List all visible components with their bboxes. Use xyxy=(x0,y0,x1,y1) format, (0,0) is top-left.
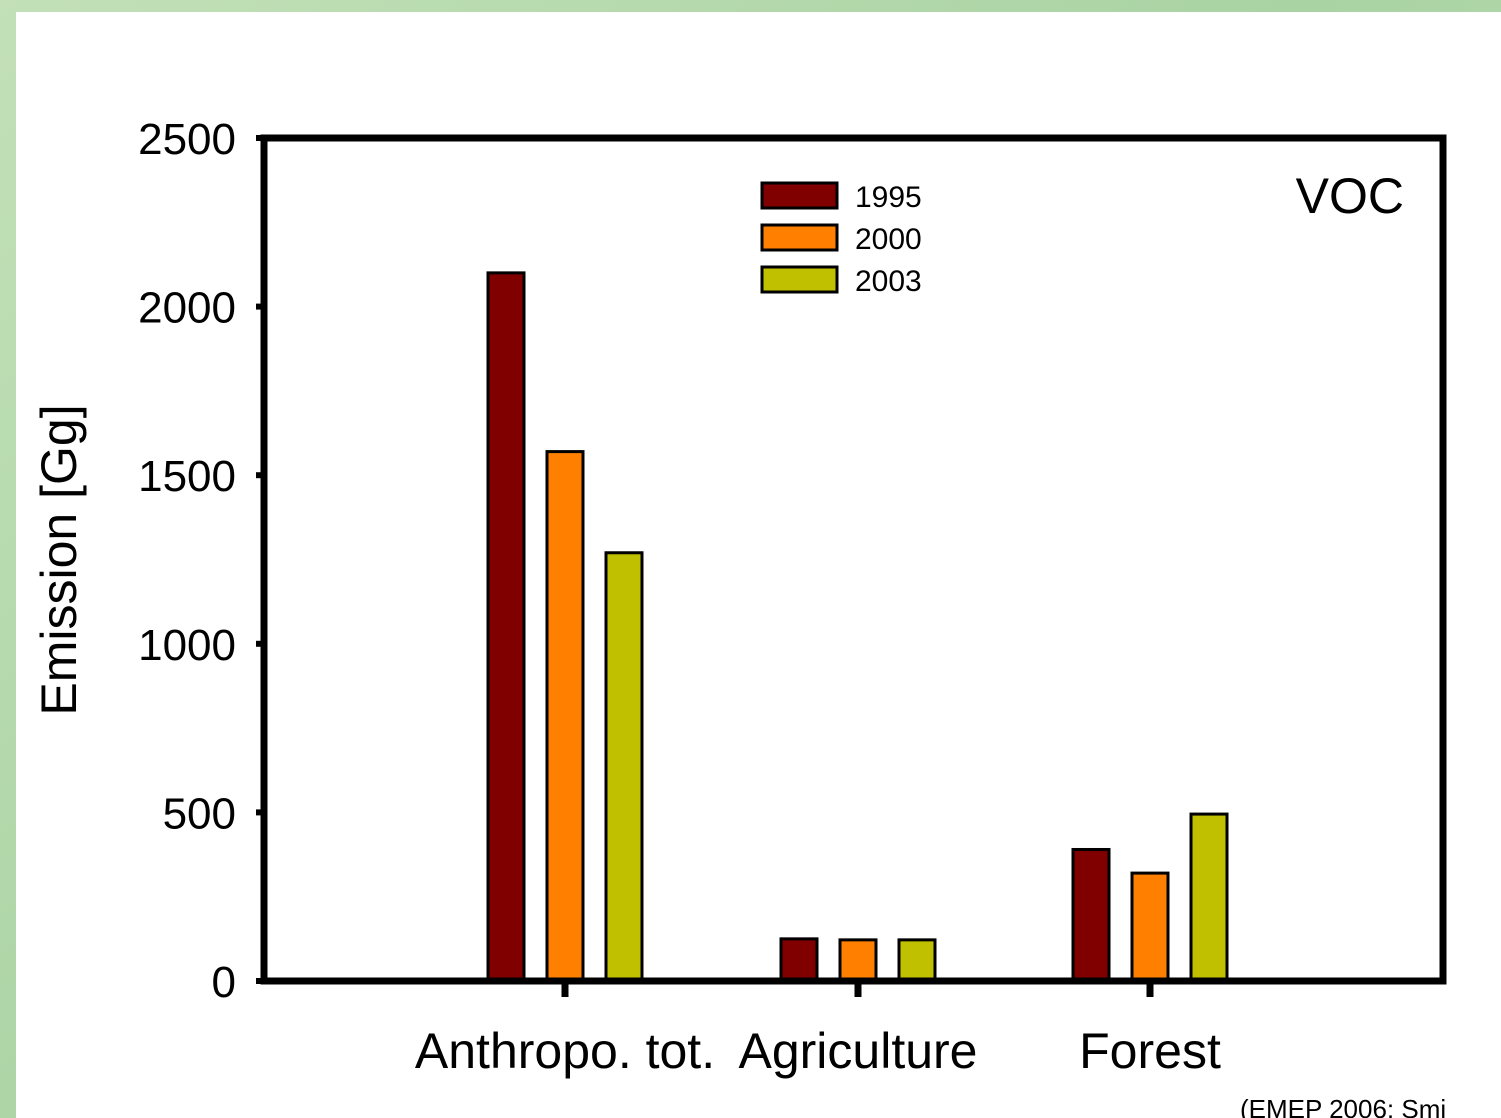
x-tick-label: Agriculture xyxy=(739,1023,978,1079)
y-tick-label: 2000 xyxy=(138,284,236,333)
legend: 1995 2000 2003 xyxy=(760,181,922,298)
legend-label: 2000 xyxy=(855,223,922,256)
y-tick-label: 0 xyxy=(212,958,236,1007)
bars-layer xyxy=(486,271,1229,983)
bar-2003-2 xyxy=(1189,812,1229,983)
bar-1995-2 xyxy=(1071,847,1111,983)
x-tick-label: Forest xyxy=(1079,1023,1221,1079)
legend-swatch-2003 xyxy=(760,265,839,294)
x-axis: Anthropo. tot. Agriculture Forest xyxy=(415,981,1221,1079)
y-tick-label: 1500 xyxy=(138,452,236,501)
x-tick-label: Anthropo. tot. xyxy=(415,1023,715,1079)
legend-label: 2003 xyxy=(855,265,922,298)
bar-2003-1 xyxy=(897,938,937,983)
y-axis: 0 500 1000 1500 2000 2500 xyxy=(138,115,264,1007)
bar-1995-1 xyxy=(779,937,819,983)
annotation-voc: VOC xyxy=(1296,168,1404,224)
bar-2000-2 xyxy=(1130,871,1170,983)
bar-2003-0 xyxy=(604,551,644,983)
bar-2000-0 xyxy=(545,450,585,983)
y-tick-label: 500 xyxy=(163,789,236,838)
bar-1995-0 xyxy=(486,271,526,983)
y-tick-label: 1000 xyxy=(138,621,236,670)
legend-swatch-2000 xyxy=(760,223,839,252)
bar-2000-1 xyxy=(838,938,878,983)
y-tick-label: 2500 xyxy=(138,115,236,164)
plot-frame xyxy=(260,134,1447,985)
source-note: (EMEP 2006; Smi xyxy=(1240,1094,1446,1118)
y-axis-label: Emission [Gg] xyxy=(31,404,87,715)
legend-swatch-1995 xyxy=(760,181,839,210)
legend-label: 1995 xyxy=(855,181,922,214)
